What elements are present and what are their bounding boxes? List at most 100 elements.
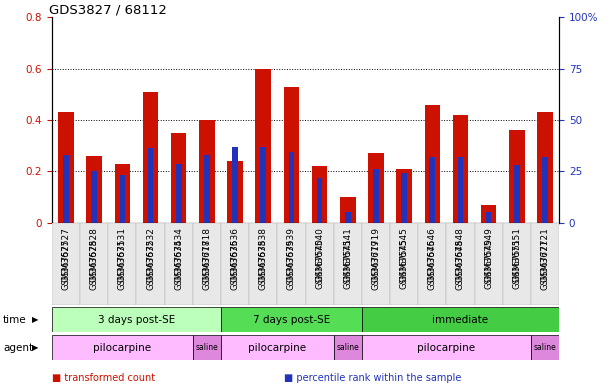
Text: GSM367527: GSM367527 (62, 238, 70, 290)
Bar (368, 153, 384, 223)
Text: GSM367538: GSM367538 (258, 238, 268, 290)
Bar (425, 104, 440, 223)
Text: GSM367721: GSM367721 (541, 227, 549, 282)
Bar (58, 112, 74, 223)
Text: GSM367719: GSM367719 (371, 238, 381, 290)
Bar (143, 92, 158, 223)
FancyBboxPatch shape (334, 335, 362, 360)
Text: GSM367549: GSM367549 (484, 238, 493, 290)
FancyBboxPatch shape (277, 223, 306, 305)
Text: GSM367536: GSM367536 (230, 238, 240, 290)
FancyBboxPatch shape (306, 223, 334, 305)
FancyBboxPatch shape (362, 223, 390, 305)
FancyBboxPatch shape (164, 223, 193, 305)
Bar (345, 212, 351, 223)
FancyBboxPatch shape (221, 307, 362, 332)
Text: GSM367545: GSM367545 (400, 238, 409, 290)
Bar (481, 205, 496, 223)
Bar (401, 173, 407, 223)
Text: GSM367540: GSM367540 (315, 238, 324, 290)
Bar (176, 164, 181, 223)
Text: immediate: immediate (433, 314, 489, 325)
FancyBboxPatch shape (531, 335, 559, 360)
Text: GSM367721: GSM367721 (541, 238, 549, 290)
Bar (397, 169, 412, 223)
Bar (542, 157, 548, 223)
FancyBboxPatch shape (52, 223, 80, 305)
Text: ■ percentile rank within the sample: ■ percentile rank within the sample (284, 373, 461, 383)
Text: GSM367719: GSM367719 (371, 227, 381, 282)
Text: GSM367718: GSM367718 (202, 238, 211, 290)
FancyBboxPatch shape (108, 223, 136, 305)
Bar (430, 157, 435, 223)
FancyBboxPatch shape (503, 223, 531, 305)
Text: pilocarpine: pilocarpine (93, 343, 152, 353)
FancyBboxPatch shape (249, 223, 277, 305)
Text: GSM367527: GSM367527 (62, 227, 70, 282)
Text: agent: agent (3, 343, 33, 353)
Text: ■ transformed count: ■ transformed count (52, 373, 155, 383)
Text: GSM367548: GSM367548 (456, 238, 465, 290)
Text: GDS3827 / 68112: GDS3827 / 68112 (49, 3, 167, 16)
Bar (260, 147, 266, 223)
Bar (120, 175, 125, 223)
Bar (316, 178, 323, 223)
Bar (227, 161, 243, 223)
FancyBboxPatch shape (475, 223, 503, 305)
Bar (284, 87, 299, 223)
Bar (148, 148, 153, 223)
Text: saline: saline (337, 343, 359, 352)
Text: pilocarpine: pilocarpine (248, 343, 306, 353)
Text: 7 days post-SE: 7 days post-SE (253, 314, 330, 325)
FancyBboxPatch shape (80, 223, 108, 305)
Text: GSM367540: GSM367540 (315, 227, 324, 282)
Text: saline: saline (533, 343, 557, 352)
Bar (312, 166, 327, 223)
Bar (340, 197, 356, 223)
Bar (255, 69, 271, 223)
FancyBboxPatch shape (362, 335, 531, 360)
Text: GSM367528: GSM367528 (90, 238, 99, 290)
Bar (458, 157, 463, 223)
Text: GSM367536: GSM367536 (230, 227, 240, 282)
Text: ▶: ▶ (32, 343, 38, 352)
FancyBboxPatch shape (221, 335, 334, 360)
Text: GSM367528: GSM367528 (90, 227, 99, 282)
FancyBboxPatch shape (390, 223, 418, 305)
FancyBboxPatch shape (52, 307, 221, 332)
Bar (514, 165, 519, 223)
Text: GSM367539: GSM367539 (287, 227, 296, 282)
Text: GSM367541: GSM367541 (343, 227, 353, 282)
Text: GSM367551: GSM367551 (512, 227, 521, 282)
Text: GSM367534: GSM367534 (174, 227, 183, 282)
Text: saline: saline (196, 343, 218, 352)
FancyBboxPatch shape (447, 223, 475, 305)
Text: GSM367549: GSM367549 (484, 227, 493, 282)
FancyBboxPatch shape (136, 223, 164, 305)
Bar (92, 171, 97, 223)
FancyBboxPatch shape (52, 335, 193, 360)
Text: GSM367534: GSM367534 (174, 238, 183, 290)
Bar (171, 133, 186, 223)
Text: GSM367532: GSM367532 (146, 227, 155, 282)
FancyBboxPatch shape (221, 223, 249, 305)
Bar (373, 169, 379, 223)
Bar (115, 164, 130, 223)
Bar (453, 115, 468, 223)
Text: GSM367539: GSM367539 (287, 238, 296, 290)
Text: GSM367546: GSM367546 (428, 227, 437, 282)
Text: ▶: ▶ (32, 315, 38, 324)
Text: GSM367531: GSM367531 (118, 238, 127, 290)
Bar (509, 130, 525, 223)
FancyBboxPatch shape (193, 223, 221, 305)
FancyBboxPatch shape (531, 223, 559, 305)
Bar (288, 152, 295, 223)
FancyBboxPatch shape (418, 223, 447, 305)
Bar (86, 156, 102, 223)
Text: GSM367538: GSM367538 (258, 227, 268, 282)
Text: GSM367551: GSM367551 (512, 238, 521, 290)
Text: GSM367546: GSM367546 (428, 238, 437, 290)
FancyBboxPatch shape (334, 223, 362, 305)
Text: 3 days post-SE: 3 days post-SE (98, 314, 175, 325)
Text: GSM367532: GSM367532 (146, 238, 155, 290)
